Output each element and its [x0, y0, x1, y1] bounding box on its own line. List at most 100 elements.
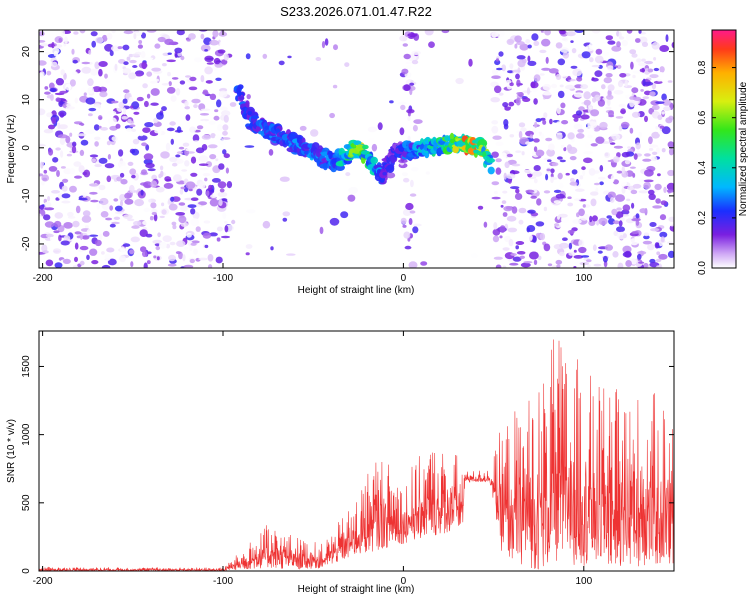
spectrogram-point: [199, 181, 206, 190]
spectrogram-point: [344, 62, 350, 67]
spectrogram-point: [631, 87, 639, 94]
spectrogram-point: [527, 60, 537, 66]
spectrogram-point: [58, 37, 63, 43]
spectrogram-point: [583, 99, 591, 106]
spectrogram-x-tick-label: 100: [575, 273, 592, 284]
spectrogram-point: [48, 148, 54, 156]
spectrogram-point: [649, 222, 657, 227]
spectrogram-point: [642, 96, 650, 100]
spectrogram-point: [567, 75, 571, 81]
colorbar-tick-label: 0.2: [697, 211, 708, 225]
spectrogram-point: [123, 89, 130, 94]
spectrogram-point: [279, 176, 290, 182]
spectrogram-point: [321, 41, 326, 49]
spectrogram-point: [647, 243, 655, 251]
spectrogram-point: [668, 148, 674, 156]
spectrogram-point: [407, 33, 418, 38]
spectrogram-point: [142, 220, 149, 225]
spectrogram-point: [244, 145, 255, 148]
spectrogram-point: [151, 264, 161, 268]
spectrogram-point: [661, 93, 667, 101]
spectrogram-point: [536, 198, 542, 206]
spectrogram-point: [141, 142, 148, 147]
spectrogram-point: [74, 231, 82, 235]
spectrogram-point: [667, 250, 674, 258]
spectrogram-point: [441, 30, 450, 34]
spectrogram-point: [157, 232, 161, 238]
spectrogram-point: [505, 79, 512, 84]
spectrogram-point: [107, 117, 117, 125]
spectrogram-point: [155, 245, 161, 251]
spectrogram-point: [501, 200, 507, 205]
spectrogram-point: [599, 121, 608, 129]
spectrogram-point: [140, 51, 146, 59]
spectrogram-point: [39, 31, 45, 37]
spectrogram-point: [183, 246, 189, 250]
spectrogram-point: [502, 212, 508, 217]
snr-y-tick-label: 500: [21, 494, 32, 511]
spectrogram-point: [420, 261, 428, 266]
spectrogram-point: [176, 151, 184, 155]
spectrogram-point: [657, 173, 661, 177]
spectrogram-point: [533, 138, 540, 143]
spectrogram-point: [215, 256, 223, 264]
spectrogram-point: [568, 242, 573, 250]
spectrogram-point: [286, 253, 296, 256]
spectrogram-point: [66, 153, 72, 157]
spectrogram-point: [90, 199, 99, 203]
spectrogram-point: [483, 221, 488, 228]
spectrogram-point: [566, 31, 576, 37]
spectrogram-point: [133, 220, 142, 226]
spectrogram-point: [159, 165, 164, 171]
spectrogram-point: [532, 126, 537, 134]
spectrogram-point: [502, 190, 508, 194]
spectrogram-point: [556, 264, 561, 268]
spectrogram-point: [145, 144, 150, 151]
spectrogram-point: [655, 101, 665, 104]
spectrogram-point: [63, 222, 73, 229]
spectrogram-point: [106, 32, 113, 40]
spectrogram-x-tick-label: -100: [213, 273, 233, 284]
spectrogram-point: [576, 76, 583, 82]
spectrogram-point: [667, 80, 673, 83]
spectrogram-point: [661, 126, 671, 135]
spectrogram-point: [120, 246, 126, 253]
spectrogram-point: [183, 264, 194, 268]
spectrogram-point: [643, 235, 650, 240]
spectrogram-point: [193, 104, 198, 109]
spectrogram-point: [89, 154, 99, 158]
spectrogram-point: [550, 176, 554, 184]
spectrogram-point: [59, 90, 68, 94]
spectrogram-point: [44, 201, 52, 208]
spectrogram-point: [164, 38, 174, 46]
spectrogram-point: [193, 140, 200, 144]
spectrogram-point: [180, 222, 189, 227]
spectrogram-point: [428, 41, 435, 48]
spectrogram-point: [94, 61, 100, 70]
spectrogram-point: [166, 127, 175, 132]
spectrogram-point: [91, 40, 96, 48]
spectrogram-point: [49, 87, 57, 93]
spectrogram-point: [175, 88, 181, 96]
spectrogram-point: [148, 199, 152, 203]
spectrogram-point: [503, 119, 509, 127]
spectrogram-point: [402, 208, 412, 216]
spectrogram-point: [515, 73, 520, 80]
spectrogram-point: [127, 218, 135, 222]
spectrogram-point: [570, 177, 575, 183]
spectrogram-point: [209, 39, 220, 46]
spectrogram-point: [655, 258, 662, 263]
spectrogram-point: [141, 169, 147, 175]
spectrogram-point: [270, 246, 274, 251]
spectrogram-point: [195, 92, 200, 99]
spectrogram-point: [530, 195, 537, 199]
spectrogram-point: [516, 79, 521, 87]
spectrogram-point: [195, 226, 201, 232]
spectrogram-point: [413, 223, 422, 227]
spectrogram-point: [310, 129, 319, 137]
spectrogram-point: [69, 168, 76, 175]
spectrogram-point: [40, 43, 49, 47]
spectrogram-point: [397, 101, 408, 105]
spectrogram-point: [533, 98, 538, 105]
spectrogram-point: [607, 40, 616, 45]
